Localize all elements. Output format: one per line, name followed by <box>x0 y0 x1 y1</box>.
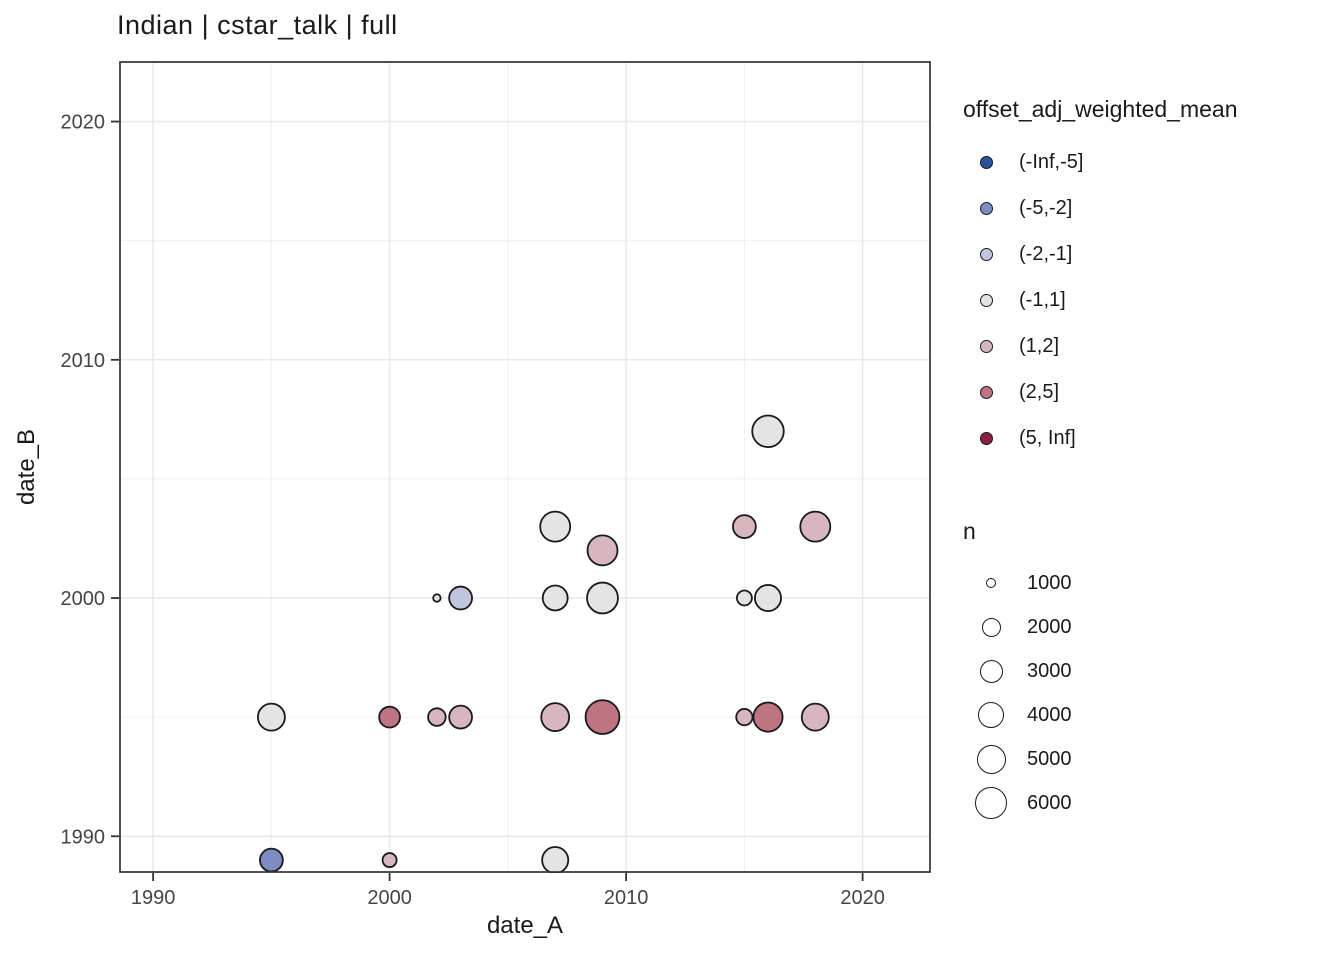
color-legend-label: (2,5] <box>1019 380 1060 403</box>
size-legend-keybox <box>973 609 1009 645</box>
size-legend-keybox <box>973 565 1009 601</box>
data-point <box>259 847 284 873</box>
color-legend-entry: (-2,-1] <box>963 231 1335 277</box>
size-legend-rows: 1000 2000 3000 4000 5000 6000 <box>963 561 1335 825</box>
size-legend-label: 4000 <box>1027 703 1072 726</box>
y-tick-label: 2020 <box>61 112 106 134</box>
data-point <box>586 581 619 615</box>
color-legend-key-circle <box>980 385 993 399</box>
data-point <box>432 593 442 603</box>
data-point <box>800 702 830 732</box>
panel-border <box>119 61 931 873</box>
x-tick-label: 2020 <box>840 887 885 909</box>
color-legend-label: (-2,-1] <box>1019 242 1073 265</box>
data-point <box>754 584 782 612</box>
color-legend-entry: (-1,1] <box>963 277 1335 323</box>
y-tick-label: 1990 <box>61 826 106 848</box>
color-legend-key-circle <box>980 431 993 445</box>
y-axis-title: date_B <box>13 428 40 506</box>
page-title: Indian | cstar_talk | full <box>117 10 398 40</box>
data-point <box>427 707 447 727</box>
data-point <box>735 708 754 727</box>
data-point <box>539 510 572 543</box>
plot-panel <box>120 62 930 872</box>
size-legend-label: 1000 <box>1027 571 1072 594</box>
x-tick-label: 1990 <box>131 887 176 909</box>
size-legend-label: 3000 <box>1027 659 1072 682</box>
data-point <box>751 414 785 448</box>
size-legend-keybox <box>973 741 1009 777</box>
size-legend-entry: 6000 <box>963 781 1335 825</box>
data-point <box>256 702 286 732</box>
color-legend-label: (5, Inf] <box>1019 426 1076 449</box>
color-legend-rows: (-Inf,-5] (-5,-2] (-2,-1] (-1,1] (1,2] (2,5] (… <box>963 139 1335 461</box>
color-legend-label: (-Inf,-5] <box>1019 150 1084 173</box>
color-legend-label: (-5,-2] <box>1019 196 1073 219</box>
data-point <box>541 584 569 612</box>
color-legend-key-circle <box>980 247 993 261</box>
y-tick-label: 2000 <box>61 588 106 610</box>
color-legend-entry: (-Inf,-5] <box>963 139 1335 185</box>
data-point <box>736 589 753 607</box>
size-legend-entry: 5000 <box>963 737 1335 781</box>
color-legend-key-circle <box>980 293 993 307</box>
color-legend-label: (-1,1] <box>1019 288 1066 311</box>
data-point <box>448 704 473 730</box>
size-legend-entry: 4000 <box>963 693 1335 737</box>
size-legend-title: n <box>963 518 976 544</box>
data-point <box>799 510 832 543</box>
color-legend-entry: (5, Inf] <box>963 415 1335 461</box>
size-legend-entry: 2000 <box>963 605 1335 649</box>
size-legend-label: 6000 <box>1027 791 1072 814</box>
size-legend-label: 2000 <box>1027 615 1072 638</box>
data-point <box>378 705 401 729</box>
size-legend-key-circle <box>978 702 1004 728</box>
color-legend-key-circle <box>980 339 993 353</box>
y-tick-label: 2010 <box>61 350 106 372</box>
color-legend-key-circle <box>980 155 993 169</box>
data-point <box>752 701 784 733</box>
data-point <box>448 585 473 611</box>
data-point <box>541 846 570 873</box>
data-point <box>540 702 571 732</box>
size-legend-key-circle <box>986 578 996 588</box>
size-legend-key-circle <box>979 659 1003 683</box>
size-legend-key-circle <box>981 617 1001 637</box>
data-point <box>584 699 621 735</box>
size-legend-key-circle <box>975 787 1007 819</box>
color-legend-title: offset_adj_weighted_mean <box>963 96 1238 122</box>
x-tick-label: 2010 <box>604 887 649 909</box>
x-tick-label: 2000 <box>367 887 412 909</box>
size-legend-keybox <box>973 785 1009 821</box>
data-point <box>586 534 619 567</box>
x-axis-title: date_A <box>486 912 564 939</box>
data-point <box>732 514 757 539</box>
size-legend-entry: 1000 <box>963 561 1335 605</box>
color-legend-label: (1,2] <box>1019 334 1060 357</box>
color-legend: offset_adj_weighted_mean (-Inf,-5] (-5,-2… <box>963 96 1335 461</box>
color-legend-entry: (-5,-2] <box>963 185 1335 231</box>
color-legend-key-circle <box>980 201 993 215</box>
size-legend-entry: 3000 <box>963 649 1335 693</box>
data-point <box>381 852 398 869</box>
data-points-layer <box>256 414 832 873</box>
color-legend-entry: (2,5] <box>963 369 1335 415</box>
size-legend-key-circle <box>976 744 1006 774</box>
size-legend-keybox <box>973 697 1009 733</box>
color-legend-entry: (1,2] <box>963 323 1335 369</box>
size-legend-label: 5000 <box>1027 747 1072 770</box>
size-legend-keybox <box>973 653 1009 689</box>
size-legend: n 1000 2000 3000 4000 5000 6000 <box>963 518 1335 825</box>
